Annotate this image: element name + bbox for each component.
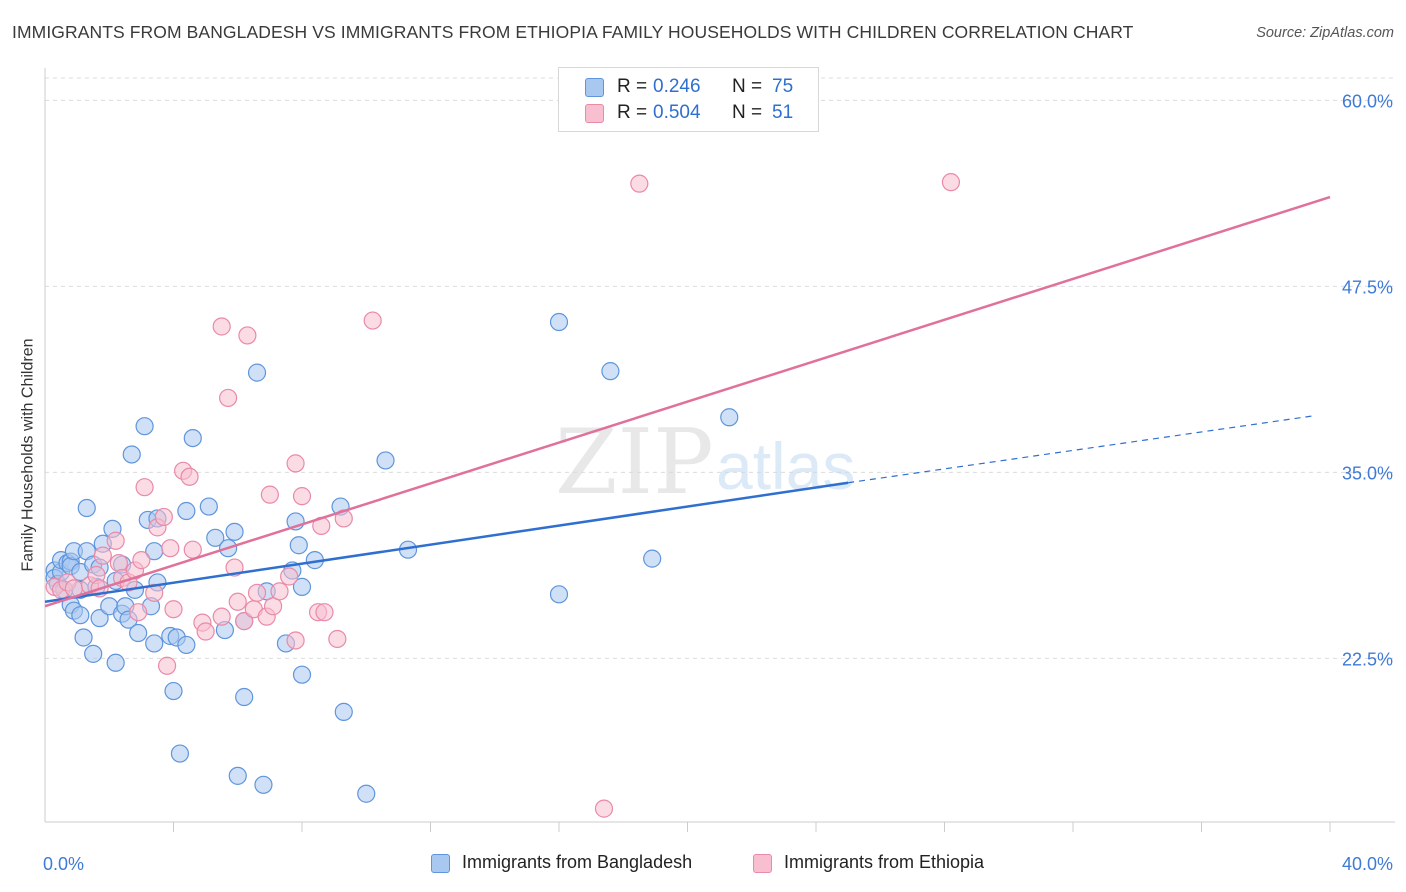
ethiopia-point bbox=[286, 454, 305, 473]
y-tick-label: 22.5% bbox=[1342, 649, 1393, 669]
bangladesh-point bbox=[225, 522, 244, 541]
bottom-legend-label-ethiopia: Immigrants from Ethiopia bbox=[784, 852, 985, 872]
ethiopia-point bbox=[315, 603, 334, 622]
legend-r-label: R = bbox=[617, 102, 648, 123]
bangladesh-point bbox=[199, 497, 218, 516]
legend-r-value: 0.246 bbox=[653, 76, 701, 97]
ethiopia-point bbox=[363, 311, 382, 330]
bangladesh-point bbox=[177, 501, 196, 521]
ethiopia-point bbox=[183, 540, 202, 559]
bangladesh-point bbox=[247, 363, 267, 382]
ethiopia-point bbox=[93, 546, 112, 565]
ethiopia-point bbox=[212, 607, 231, 626]
bangladesh-point bbox=[549, 312, 569, 332]
bangladesh-point bbox=[129, 623, 148, 643]
y-tick-label: 35.0% bbox=[1342, 463, 1393, 483]
ethiopia-point bbox=[132, 551, 151, 570]
ethiopia-point bbox=[106, 531, 125, 550]
bangladesh-point bbox=[135, 417, 154, 436]
watermark: ZIP atlas bbox=[555, 410, 855, 515]
bangladesh-point bbox=[90, 609, 109, 628]
watermark-atlas: atlas bbox=[716, 429, 855, 503]
x-tick-label-max: 40.0% bbox=[1342, 854, 1393, 874]
ethiopia-point bbox=[196, 622, 215, 641]
bangladesh-point bbox=[292, 665, 312, 684]
ethiopia-point bbox=[238, 326, 257, 345]
legend-n-label: N = bbox=[732, 76, 763, 97]
x-tick-label-min: 0.0% bbox=[43, 854, 84, 874]
bangladesh-point bbox=[145, 634, 164, 653]
ethiopia-trend-line bbox=[44, 195, 1331, 608]
bottom-legend-swatch-bangladesh bbox=[431, 854, 450, 873]
ethiopia-point bbox=[630, 174, 649, 193]
ethiopia-point bbox=[286, 631, 305, 650]
bangladesh-point bbox=[254, 775, 273, 794]
bangladesh-point bbox=[177, 635, 196, 655]
bangladesh-point bbox=[334, 702, 353, 721]
source-note: Source: ZipAtlas.com bbox=[1256, 25, 1394, 41]
bangladesh-point bbox=[170, 744, 190, 763]
bangladesh-point bbox=[84, 644, 103, 663]
legend-r-value: 0.504 bbox=[653, 102, 701, 123]
bangladesh-point bbox=[77, 498, 96, 518]
bangladesh-point bbox=[228, 766, 247, 785]
ethiopia-point bbox=[247, 583, 267, 602]
ethiopia-point bbox=[280, 567, 299, 586]
ethiopia-point bbox=[135, 478, 154, 497]
bangladesh-point bbox=[720, 408, 739, 427]
y-tick-label: 60.0% bbox=[1342, 91, 1393, 111]
chart-title: IMMIGRANTS FROM BANGLADESH VS IMMIGRANTS… bbox=[12, 22, 1134, 42]
bangladesh-point bbox=[357, 784, 376, 803]
bangladesh-point bbox=[74, 628, 93, 647]
legend-n-value: 51 bbox=[772, 102, 794, 123]
bangladesh-point bbox=[206, 528, 225, 547]
ethiopia-point bbox=[328, 629, 347, 649]
ethiopia-point bbox=[235, 612, 254, 631]
bangladesh-trend-line bbox=[44, 481, 849, 604]
legend-r-label: R = bbox=[617, 76, 648, 97]
bangladesh-point bbox=[235, 687, 254, 707]
y-tick-label: 47.5% bbox=[1342, 277, 1393, 297]
ethiopia-point bbox=[180, 467, 199, 486]
watermark-zip: ZIP bbox=[555, 410, 714, 515]
y-axis-label: Family Households with Children bbox=[18, 338, 36, 572]
legend-n-label: N = bbox=[732, 102, 763, 123]
axes bbox=[44, 68, 1395, 832]
bangladesh-point bbox=[164, 681, 183, 701]
ethiopia-point bbox=[164, 600, 183, 619]
ethiopia-point bbox=[292, 487, 312, 506]
ethiopia-point bbox=[212, 317, 231, 336]
bangladesh-point bbox=[106, 653, 125, 672]
ethiopia-point bbox=[941, 173, 961, 192]
bangladesh-point bbox=[376, 451, 395, 470]
bangladesh-point bbox=[122, 445, 141, 464]
bangladesh-point bbox=[549, 585, 569, 604]
bangladesh-point bbox=[71, 606, 90, 625]
bangladesh-point bbox=[601, 362, 620, 381]
legend-n-value: 75 bbox=[772, 76, 794, 97]
ethiopia-point bbox=[594, 799, 614, 818]
bangladesh-point bbox=[643, 549, 662, 568]
bangladesh-point bbox=[292, 577, 312, 596]
legend-swatch-bangladesh bbox=[585, 78, 604, 97]
ethiopia-point bbox=[270, 582, 289, 601]
ethiopia-point bbox=[260, 485, 279, 504]
ethiopia-point bbox=[154, 507, 173, 527]
ethiopia-point bbox=[109, 553, 128, 573]
bangladesh-trend-extension bbox=[848, 415, 1315, 484]
ethiopia-point bbox=[129, 603, 148, 622]
ethiopia-point bbox=[228, 592, 247, 611]
bangladesh-point bbox=[183, 428, 202, 448]
trend-lines bbox=[44, 195, 1331, 608]
bottom-legend-swatch-ethiopia bbox=[753, 854, 772, 873]
bangladesh-point bbox=[289, 536, 308, 555]
bottom-legend-label-bangladesh: Immigrants from Bangladesh bbox=[462, 852, 693, 872]
tick-labels: 22.5% 35.0% 47.5% 60.0% 0.0% 40.0% bbox=[43, 91, 1393, 874]
ethiopia-point bbox=[161, 539, 180, 558]
ethiopia-point bbox=[219, 388, 238, 408]
legend-swatch-ethiopia bbox=[585, 104, 604, 123]
legend: R = 0.246 N = 75 R = 0.504 N = 51 bbox=[558, 67, 819, 132]
ethiopia-point bbox=[157, 656, 177, 675]
